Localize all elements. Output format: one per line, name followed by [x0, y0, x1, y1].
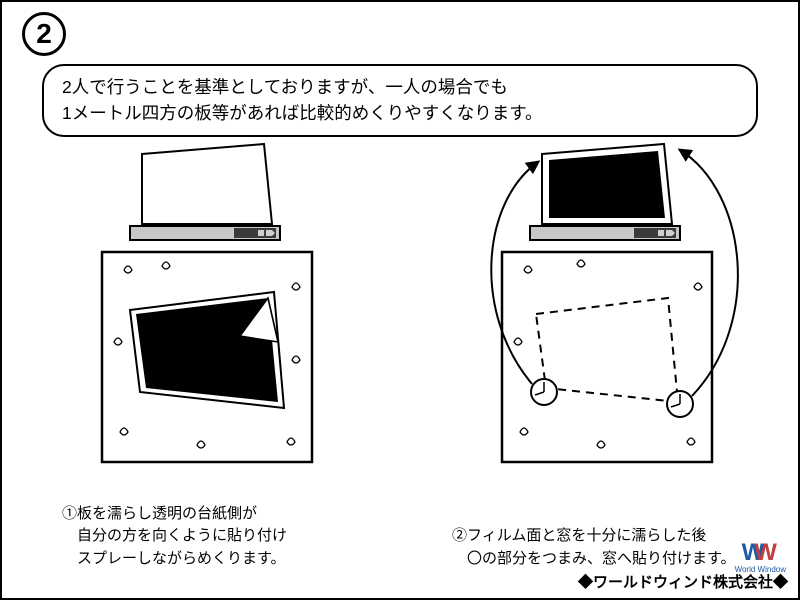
- diagram-panels: ①板を濡らし透明の台紙側が 自分の方を向くように貼り付け スプレーしながらめくり…: [2, 142, 798, 528]
- diagram-left: [2, 142, 402, 482]
- panel-left: ①板を濡らし透明の台紙側が 自分の方を向くように貼り付け スプレーしながらめくり…: [2, 142, 402, 528]
- sprayer-with-film-icon: [530, 144, 680, 240]
- board-outline-right: [502, 252, 712, 462]
- footer-company: ◆ワールドウィンド株式会社◆: [578, 571, 788, 592]
- intro-line-1: 2人で行うことを基準としておりますが、一人の場合でも: [62, 74, 738, 100]
- intro-line-2: 1メートル四方の板等があれば比較的めくりやすくなります。: [62, 100, 738, 126]
- step-number-badge: 2: [22, 12, 66, 56]
- panel-right: ②フィルム面と窓を十分に濡らした後 〇の部分をつまみ、窓へ貼り付けます。: [402, 142, 800, 528]
- sprayer-icon: [130, 144, 280, 240]
- diagram-right: [402, 142, 800, 482]
- film-shape: [136, 298, 278, 402]
- intro-note: 2人で行うことを基準としておりますが、一人の場合でも 1メートル四方の板等があれ…: [42, 64, 758, 137]
- step-number-text: 2: [36, 18, 52, 50]
- brand-logo: WW World Window: [735, 541, 786, 574]
- caption-left: ①板を濡らし透明の台紙側が 自分の方を向くように貼り付け スプレーしながらめくり…: [2, 503, 402, 571]
